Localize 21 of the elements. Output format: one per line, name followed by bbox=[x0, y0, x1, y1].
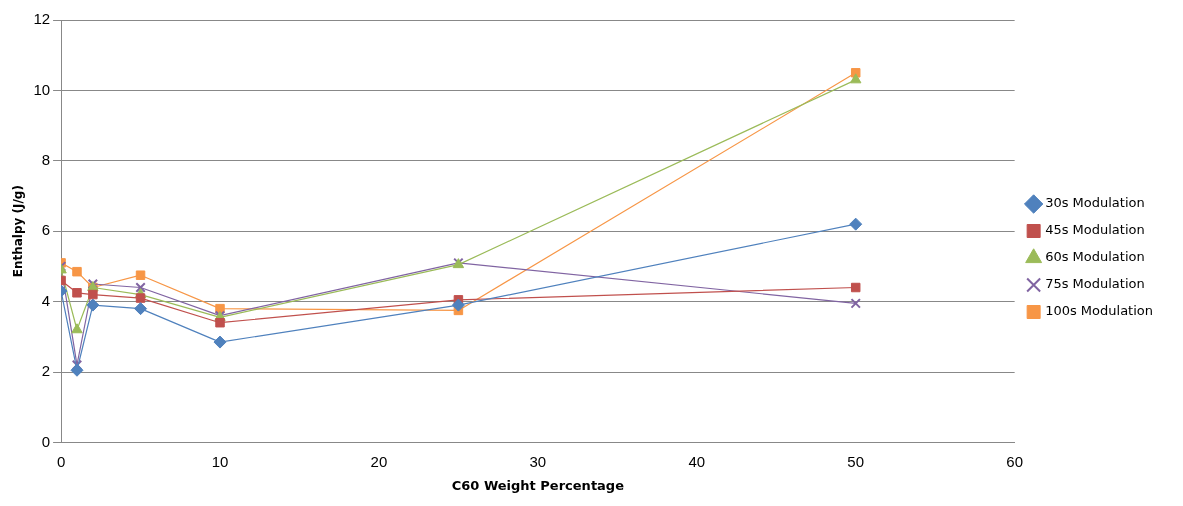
x-axis-title: C60 Weight Percentage bbox=[451, 477, 625, 493]
y-tick-label: 4 bbox=[41, 291, 51, 309]
legend-label: 45s Modulation bbox=[1045, 222, 1145, 238]
x-tick-label: 10 bbox=[211, 452, 229, 470]
legend-label: 60s Modulation bbox=[1045, 249, 1145, 265]
x-tick-label: 20 bbox=[370, 452, 388, 470]
x-tick-label: 30 bbox=[529, 452, 547, 470]
x-tick-label: 0 bbox=[56, 452, 66, 470]
legend-label: 75s Modulation bbox=[1045, 276, 1145, 292]
y-tick-label: 0 bbox=[41, 432, 51, 450]
x-tick-label: 40 bbox=[688, 452, 706, 470]
x-tick-label: 50 bbox=[847, 452, 865, 470]
legend-label: 100s Modulation bbox=[1045, 303, 1153, 319]
y-tick-label: 6 bbox=[41, 221, 51, 239]
x-tick-label: 60 bbox=[1006, 452, 1023, 470]
y-axis-title: Enthalpy (J/g) bbox=[11, 185, 26, 278]
y-tick-label: 10 bbox=[33, 80, 51, 98]
legend-label: 30s Modulation bbox=[1045, 195, 1145, 211]
y-tick-label: 2 bbox=[41, 362, 51, 380]
y-tick-label: 12 bbox=[33, 10, 51, 28]
y-tick-label: 8 bbox=[41, 150, 51, 168]
